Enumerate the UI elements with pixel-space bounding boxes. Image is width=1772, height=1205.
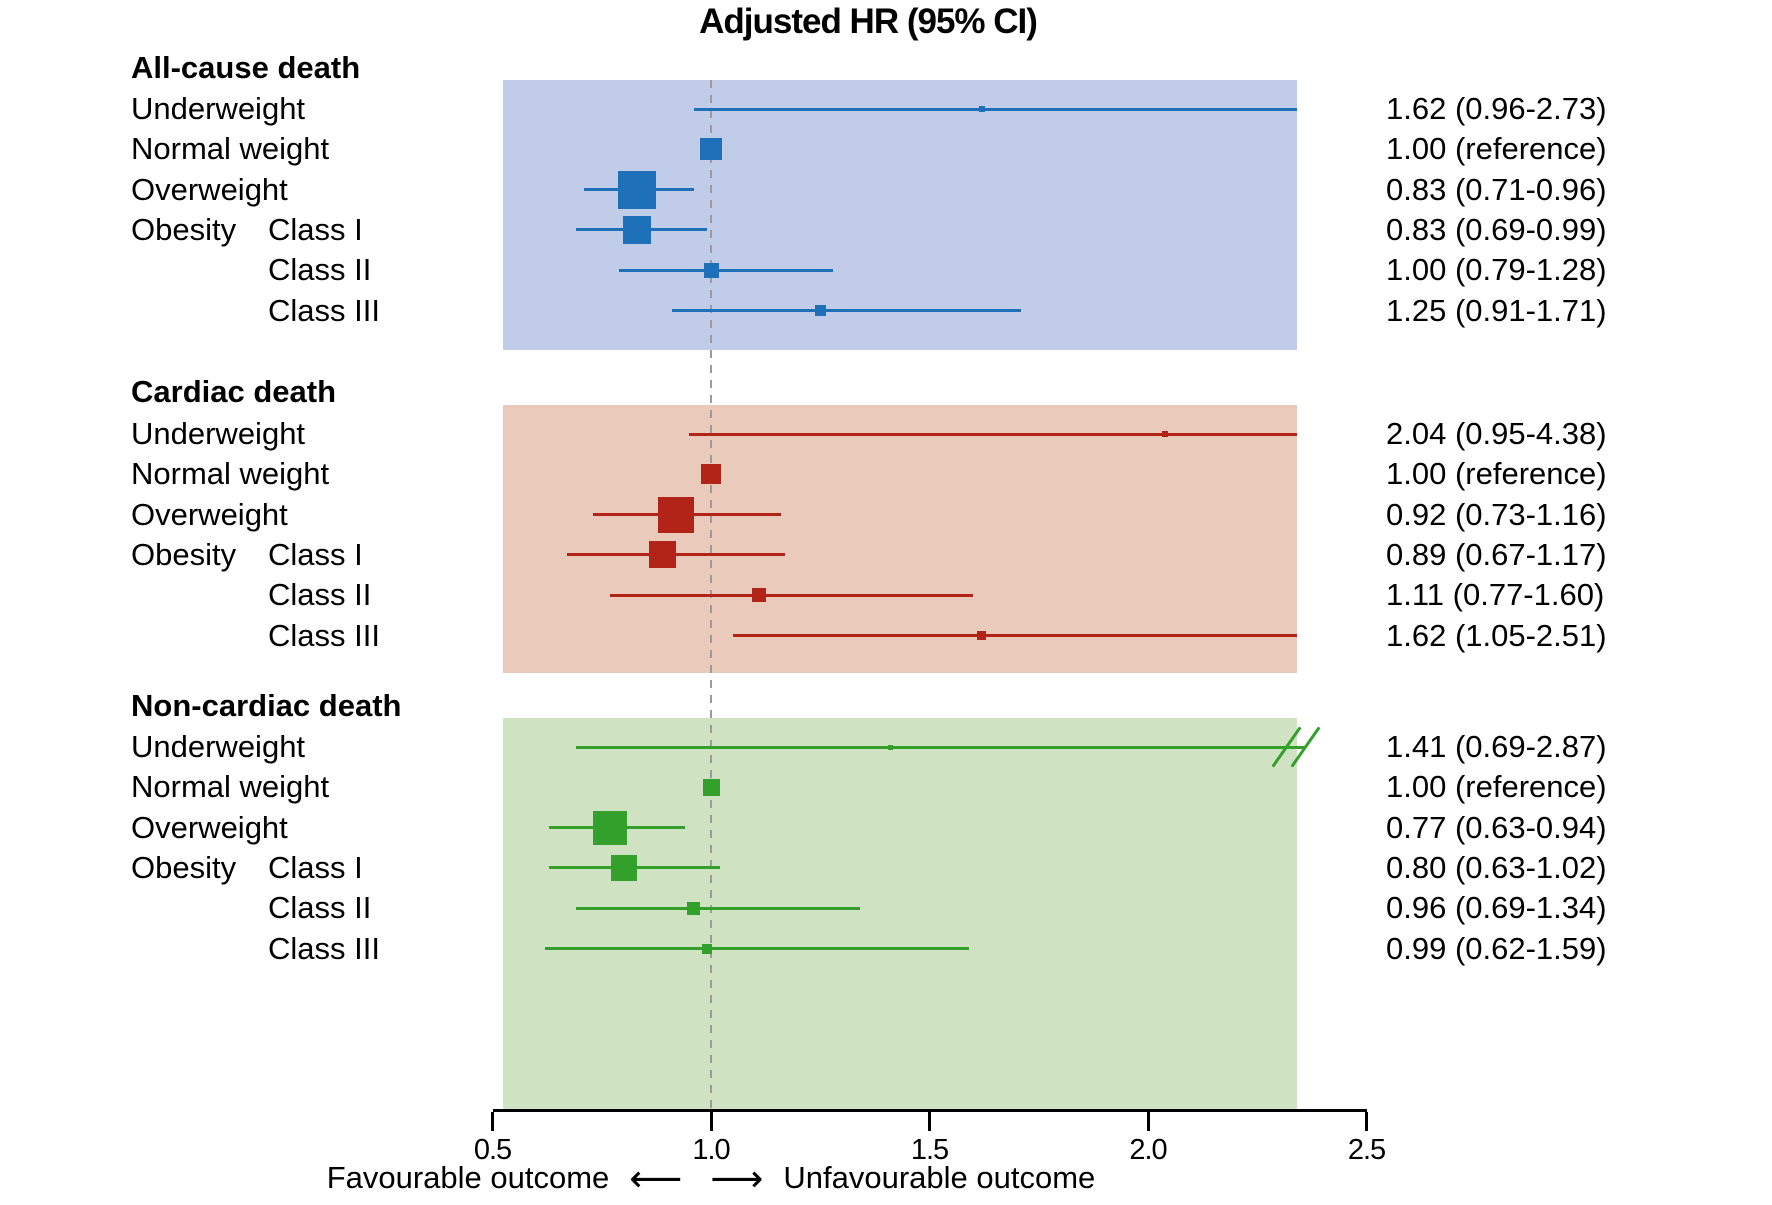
row-value: 1.00 (0.79-1.28)	[1386, 252, 1607, 288]
row-value: 1.00 (reference)	[1386, 131, 1607, 167]
row-value: 1.41 (0.69-2.87)	[1386, 729, 1607, 764]
row-value: 0.96 (0.69-1.34)	[1386, 890, 1607, 926]
ci-line	[575, 906, 860, 910]
row-value: 1.00 (reference)	[1386, 456, 1607, 492]
outcome-band	[503, 718, 1297, 1109]
ci-line	[693, 107, 1297, 111]
row-value: 0.77 (0.63-0.94)	[1386, 809, 1607, 845]
row-value: 0.83 (0.71-0.96)	[1386, 171, 1607, 207]
axis-tick-label: 1.5	[910, 1134, 949, 1166]
chart-title: Adjusted HR (95% CI)	[699, 2, 1038, 41]
row-label: Overweight	[131, 171, 288, 207]
hr-marker	[593, 810, 628, 845]
hr-marker	[622, 215, 651, 244]
row-class-label: Class I	[268, 536, 363, 572]
row-label: Obesity	[131, 211, 237, 247]
ci-line	[610, 593, 974, 597]
left-arrow-icon: ⟵	[629, 1157, 683, 1199]
row-label: Normal weight	[131, 131, 330, 167]
hr-marker	[1162, 431, 1169, 437]
hr-marker	[752, 588, 767, 603]
hr-marker	[687, 901, 701, 915]
row-value: 1.25 (0.91-1.71)	[1386, 292, 1607, 328]
hr-marker	[887, 744, 893, 750]
section-header: All-cause death	[131, 50, 361, 85]
axis-tick	[928, 1112, 931, 1131]
row-value: 1.62 (0.96-2.73)	[1386, 91, 1607, 126]
axis-tick-label: 2.0	[1129, 1134, 1167, 1166]
axis-tick	[1146, 1112, 1150, 1131]
row-label: Obesity	[131, 536, 237, 572]
row-class-label: Class III	[268, 930, 380, 966]
ci-line	[689, 432, 1297, 436]
row-label: Normal weight	[131, 456, 330, 492]
row-label: Underweight	[131, 729, 306, 764]
row-class-label: Class II	[268, 252, 372, 288]
hr-marker	[702, 778, 720, 796]
row-class-label: Class III	[268, 292, 380, 328]
ci-line	[732, 634, 1297, 637]
axis-tick-label: 0.5	[473, 1134, 512, 1166]
axis-tick-label: 2.5	[1347, 1134, 1386, 1166]
ci-line	[619, 268, 834, 272]
axis-tick	[1365, 1112, 1368, 1131]
row-label: Obesity	[131, 849, 237, 885]
hr-marker	[701, 464, 721, 485]
hr-marker	[978, 106, 985, 112]
axis-tick	[709, 1112, 713, 1131]
ci-line	[575, 745, 1305, 749]
row-label: Underweight	[131, 416, 306, 451]
row-label: Underweight	[131, 91, 306, 126]
outcome-band	[503, 80, 1297, 350]
section-header: Cardiac death	[131, 374, 337, 409]
ci-line	[671, 309, 1022, 312]
row-class-label: Class II	[268, 890, 372, 926]
axis-direction-caption: Favourable outcome ⟵ ⟶ Unfavourable outc…	[111, 1157, 1311, 1199]
hr-marker	[617, 170, 656, 209]
row-class-label: Class I	[268, 849, 363, 885]
favourable-outcome-label: Favourable outcome	[326, 1160, 610, 1195]
row-value: 0.99 (0.62-1.59)	[1386, 930, 1607, 966]
hr-marker	[700, 138, 722, 161]
row-value: 1.62 (1.05-2.51)	[1386, 617, 1607, 653]
outcome-band	[503, 405, 1297, 673]
ci-line	[544, 947, 969, 950]
hr-marker	[977, 631, 987, 640]
hr-marker	[814, 305, 826, 316]
hr-marker	[649, 541, 677, 569]
hr-marker	[658, 496, 695, 533]
section-header: Non-cardiac death	[131, 688, 402, 723]
row-value: 2.04 (0.95-4.38)	[1386, 416, 1607, 451]
hr-marker	[701, 943, 712, 954]
row-class-label: Class III	[268, 617, 380, 653]
row-value: 0.83 (0.69-0.99)	[1386, 211, 1607, 247]
row-value: 0.89 (0.67-1.17)	[1386, 536, 1607, 572]
unfavourable-outcome-label: Unfavourable outcome	[783, 1160, 1096, 1195]
axis-tick-label: 1.0	[692, 1134, 730, 1166]
row-value: 1.00 (reference)	[1386, 769, 1607, 805]
row-class-label: Class II	[268, 577, 372, 613]
right-arrow-icon: ⟶	[710, 1157, 764, 1199]
row-class-label: Class I	[268, 211, 363, 247]
x-axis-line	[492, 1109, 1367, 1112]
row-label: Normal weight	[131, 769, 330, 805]
hr-marker	[703, 262, 719, 278]
row-value: 1.11 (0.77-1.60)	[1386, 577, 1605, 613]
row-label: Overweight	[131, 496, 288, 532]
row-value: 0.80 (0.63-1.02)	[1386, 849, 1607, 885]
row-value: 0.92 (0.73-1.16)	[1386, 496, 1607, 532]
axis-tick	[491, 1112, 494, 1131]
hr-marker	[610, 854, 637, 881]
row-label: Overweight	[131, 809, 288, 845]
